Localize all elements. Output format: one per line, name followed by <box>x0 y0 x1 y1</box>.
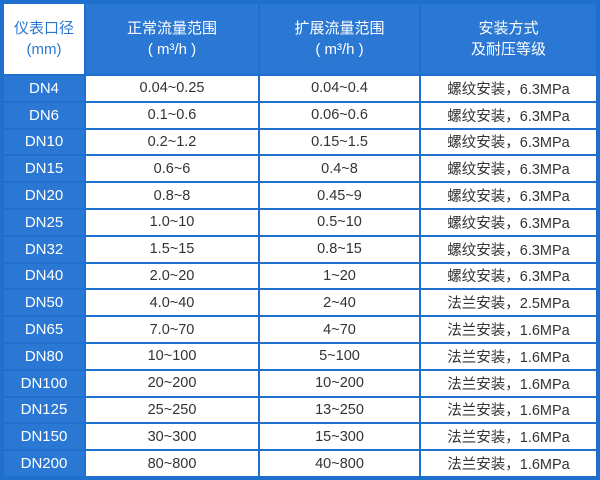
cell-installation: 法兰安装，2.5MPa <box>421 290 596 316</box>
cell-extended-flow: 0.4~8 <box>260 156 419 182</box>
cell-normal-flow: 4.0~40 <box>86 290 258 316</box>
cell-extended-flow: 2~40 <box>260 290 419 316</box>
table-row: DN6 0.1~0.6 0.06~0.6 螺纹安装，6.3MPa <box>4 102 596 128</box>
table-row: DN50 4.0~40 2~40 法兰安装，2.5MPa <box>4 290 596 316</box>
cell-diameter: DN4 <box>4 76 84 101</box>
cell-installation: 螺纹安装，6.3MPa <box>421 183 596 208</box>
cell-installation: 螺纹安装，6.3MPa <box>421 102 596 128</box>
cell-diameter: DN10 <box>4 129 84 155</box>
table-row: DN20 0.8~8 0.45~9 螺纹安装，6.3MPa <box>4 183 596 208</box>
table-row: DN150 30~300 15~300 法兰安装，1.6MPa <box>4 424 596 450</box>
cell-installation: 螺纹安装，6.3MPa <box>421 263 596 289</box>
cell-normal-flow: 1.0~10 <box>86 209 258 235</box>
header-diameter: 仪表口径 (mm) <box>4 4 84 74</box>
cell-installation: 螺纹安装，6.3MPa <box>421 156 596 182</box>
header-text: (mm) <box>26 41 62 58</box>
table-row: DN40 2.0~20 1~20 螺纹安装，6.3MPa <box>4 263 596 289</box>
cell-diameter: DN32 <box>4 236 84 262</box>
cell-extended-flow: 5~100 <box>260 343 419 369</box>
cell-normal-flow: 30~300 <box>86 424 258 450</box>
cell-installation: 螺纹安装，6.3MPa <box>421 76 596 101</box>
cell-extended-flow: 15~300 <box>260 424 419 450</box>
cell-installation: 法兰安装，1.6MPa <box>421 317 596 342</box>
cell-extended-flow: 40~800 <box>260 451 419 476</box>
header-text: 扩展流量范围 <box>294 20 385 37</box>
cell-normal-flow: 7.0~70 <box>86 317 258 342</box>
cell-extended-flow: 0.45~9 <box>260 183 419 208</box>
header-text: 及耐压等级 <box>470 41 546 58</box>
cell-diameter: DN65 <box>4 317 84 342</box>
table-body: DN4 0.04~0.25 0.04~0.4 螺纹安装，6.3MPa DN6 0.1~0.… <box>4 76 596 476</box>
cell-extended-flow: 4~70 <box>260 317 419 342</box>
cell-diameter: DN125 <box>4 397 84 423</box>
cell-normal-flow: 0.04~0.25 <box>86 76 258 101</box>
cell-installation: 螺纹安装，6.3MPa <box>421 236 596 262</box>
cell-installation: 螺纹安装，6.3MPa <box>421 129 596 155</box>
cell-installation: 法兰安装，1.6MPa <box>421 370 596 396</box>
cell-diameter: DN20 <box>4 183 84 208</box>
cell-diameter: DN200 <box>4 451 84 476</box>
table-row: DN4 0.04~0.25 0.04~0.4 螺纹安装，6.3MPa <box>4 76 596 101</box>
cell-normal-flow: 10~100 <box>86 343 258 369</box>
cell-normal-flow: 2.0~20 <box>86 263 258 289</box>
cell-normal-flow: 80~800 <box>86 451 258 476</box>
cell-extended-flow: 1~20 <box>260 263 419 289</box>
cell-extended-flow: 10~200 <box>260 370 419 396</box>
cell-installation: 螺纹安装，6.3MPa <box>421 209 596 235</box>
table-row: DN15 0.6~6 0.4~8 螺纹安装，6.3MPa <box>4 156 596 182</box>
cell-extended-flow: 13~250 <box>260 397 419 423</box>
cell-normal-flow: 0.8~8 <box>86 183 258 208</box>
cell-diameter: DN6 <box>4 102 84 128</box>
cell-installation: 法兰安装，1.6MPa <box>421 397 596 423</box>
table-row: DN100 20~200 10~200 法兰安装，1.6MPa <box>4 370 596 396</box>
cell-diameter: DN40 <box>4 263 84 289</box>
cell-diameter: DN100 <box>4 370 84 396</box>
cell-normal-flow: 20~200 <box>86 370 258 396</box>
cell-extended-flow: 0.8~15 <box>260 236 419 262</box>
cell-diameter: DN15 <box>4 156 84 182</box>
table-row: DN125 25~250 13~250 法兰安装，1.6MPa <box>4 397 596 423</box>
cell-installation: 法兰安装，1.6MPa <box>421 424 596 450</box>
header-text: 正常流量范围 <box>126 20 217 37</box>
header-row: 仪表口径 (mm) 正常流量范围 ( m³/h ) 扩展流量范围 ( m³/h ) 安装方式… <box>4 4 596 74</box>
cell-normal-flow: 0.6~6 <box>86 156 258 182</box>
cell-installation: 法兰安装，1.6MPa <box>421 451 596 476</box>
header-normal-flow: 正常流量范围 ( m³/h ) <box>86 4 258 74</box>
table-row: DN25 1.0~10 0.5~10 螺纹安装，6.3MPa <box>4 209 596 235</box>
table-row: DN80 10~100 5~100 法兰安装，1.6MPa <box>4 343 596 369</box>
cell-extended-flow: 0.15~1.5 <box>260 129 419 155</box>
table-row: DN10 0.2~1.2 0.15~1.5 螺纹安装，6.3MPa <box>4 129 596 155</box>
cell-normal-flow: 25~250 <box>86 397 258 423</box>
header-text: ( m³/h ) <box>147 41 197 58</box>
cell-installation: 法兰安装，1.6MPa <box>421 343 596 369</box>
table-row: DN32 1.5~15 0.8~15 螺纹安装，6.3MPa <box>4 236 596 262</box>
cell-normal-flow: 0.2~1.2 <box>86 129 258 155</box>
cell-normal-flow: 0.1~0.6 <box>86 102 258 128</box>
cell-diameter: DN80 <box>4 343 84 369</box>
table-row: DN65 7.0~70 4~70 法兰安装，1.6MPa <box>4 317 596 342</box>
cell-diameter: DN50 <box>4 290 84 316</box>
header-installation: 安装方式 及耐压等级 <box>421 4 596 74</box>
cell-diameter: DN25 <box>4 209 84 235</box>
header-text: 仪表口径 <box>13 20 74 37</box>
cell-extended-flow: 0.5~10 <box>260 209 419 235</box>
header-extended-flow: 扩展流量范围 ( m³/h ) <box>260 4 419 74</box>
cell-extended-flow: 0.06~0.6 <box>260 102 419 128</box>
header-text: 安装方式 <box>478 20 539 37</box>
header-text: ( m³/h ) <box>315 41 364 58</box>
cell-extended-flow: 0.04~0.4 <box>260 76 419 101</box>
cell-diameter: DN150 <box>4 424 84 450</box>
table-row: DN200 80~800 40~800 法兰安装，1.6MPa <box>4 451 596 476</box>
cell-normal-flow: 1.5~15 <box>86 236 258 262</box>
